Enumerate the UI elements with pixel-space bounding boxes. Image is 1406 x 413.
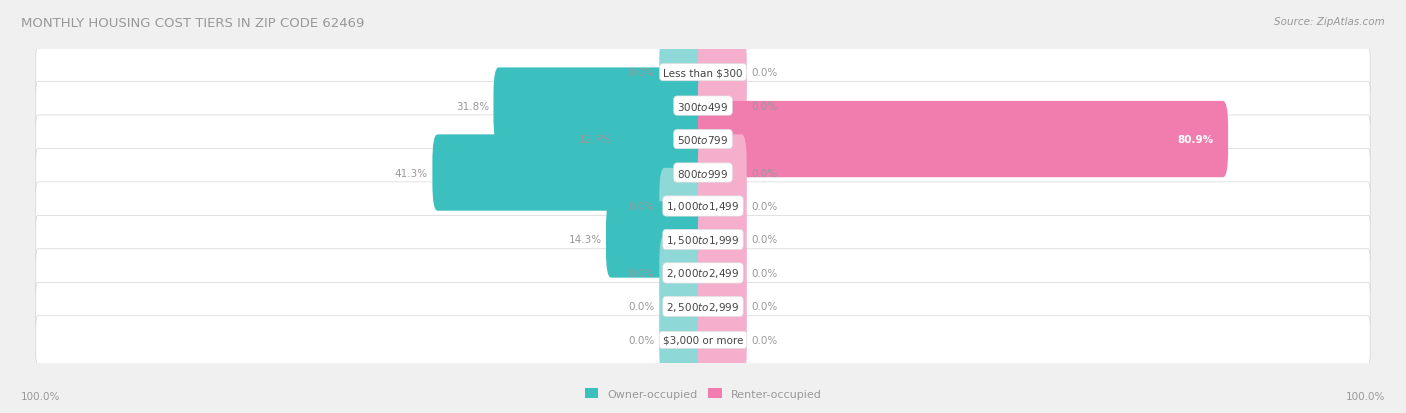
Text: 31.8%: 31.8% (456, 101, 489, 112)
Text: 0.0%: 0.0% (628, 202, 655, 211)
FancyBboxPatch shape (659, 169, 709, 244)
Text: 0.0%: 0.0% (751, 268, 778, 278)
FancyBboxPatch shape (697, 35, 747, 111)
FancyBboxPatch shape (35, 82, 1371, 131)
FancyBboxPatch shape (697, 102, 1227, 178)
FancyBboxPatch shape (697, 135, 747, 211)
Text: 12.7%: 12.7% (579, 135, 612, 145)
FancyBboxPatch shape (35, 316, 1371, 364)
FancyBboxPatch shape (35, 249, 1371, 297)
FancyBboxPatch shape (697, 169, 747, 244)
FancyBboxPatch shape (659, 35, 709, 111)
Text: 0.0%: 0.0% (628, 268, 655, 278)
Text: 0.0%: 0.0% (751, 101, 778, 112)
Text: 14.3%: 14.3% (568, 235, 602, 245)
Text: 0.0%: 0.0% (751, 202, 778, 211)
FancyBboxPatch shape (35, 149, 1371, 197)
Text: $2,500 to $2,999: $2,500 to $2,999 (666, 300, 740, 313)
FancyBboxPatch shape (35, 183, 1371, 230)
Text: $1,000 to $1,499: $1,000 to $1,499 (666, 200, 740, 213)
Text: 0.0%: 0.0% (751, 335, 778, 345)
Text: 0.0%: 0.0% (751, 301, 778, 312)
Text: 0.0%: 0.0% (751, 168, 778, 178)
FancyBboxPatch shape (659, 235, 709, 311)
Text: Less than $300: Less than $300 (664, 68, 742, 78)
Text: $800 to $999: $800 to $999 (678, 167, 728, 179)
Text: 0.0%: 0.0% (751, 68, 778, 78)
Text: MONTHLY HOUSING COST TIERS IN ZIP CODE 62469: MONTHLY HOUSING COST TIERS IN ZIP CODE 6… (21, 17, 364, 29)
Text: $2,000 to $2,499: $2,000 to $2,499 (666, 267, 740, 280)
FancyBboxPatch shape (697, 268, 747, 345)
FancyBboxPatch shape (697, 202, 747, 278)
Text: 41.3%: 41.3% (395, 168, 427, 178)
Text: 0.0%: 0.0% (628, 68, 655, 78)
FancyBboxPatch shape (35, 216, 1371, 264)
Text: Source: ZipAtlas.com: Source: ZipAtlas.com (1274, 17, 1385, 26)
FancyBboxPatch shape (35, 282, 1371, 331)
Text: $500 to $799: $500 to $799 (678, 134, 728, 146)
Text: 100.0%: 100.0% (1346, 391, 1385, 401)
Text: $300 to $499: $300 to $499 (678, 100, 728, 112)
FancyBboxPatch shape (35, 116, 1371, 164)
FancyBboxPatch shape (494, 68, 709, 145)
Text: 0.0%: 0.0% (628, 335, 655, 345)
Text: 100.0%: 100.0% (21, 391, 60, 401)
Text: $3,000 or more: $3,000 or more (662, 335, 744, 345)
FancyBboxPatch shape (697, 68, 747, 145)
FancyBboxPatch shape (616, 102, 709, 178)
Text: 0.0%: 0.0% (751, 235, 778, 245)
FancyBboxPatch shape (659, 268, 709, 345)
FancyBboxPatch shape (697, 235, 747, 311)
FancyBboxPatch shape (433, 135, 709, 211)
Legend: Owner-occupied, Renter-occupied: Owner-occupied, Renter-occupied (581, 384, 825, 404)
FancyBboxPatch shape (35, 49, 1371, 97)
FancyBboxPatch shape (697, 302, 747, 378)
Text: 0.0%: 0.0% (628, 301, 655, 312)
Text: 80.9%: 80.9% (1177, 135, 1213, 145)
FancyBboxPatch shape (606, 202, 709, 278)
Text: $1,500 to $1,999: $1,500 to $1,999 (666, 233, 740, 247)
FancyBboxPatch shape (659, 302, 709, 378)
